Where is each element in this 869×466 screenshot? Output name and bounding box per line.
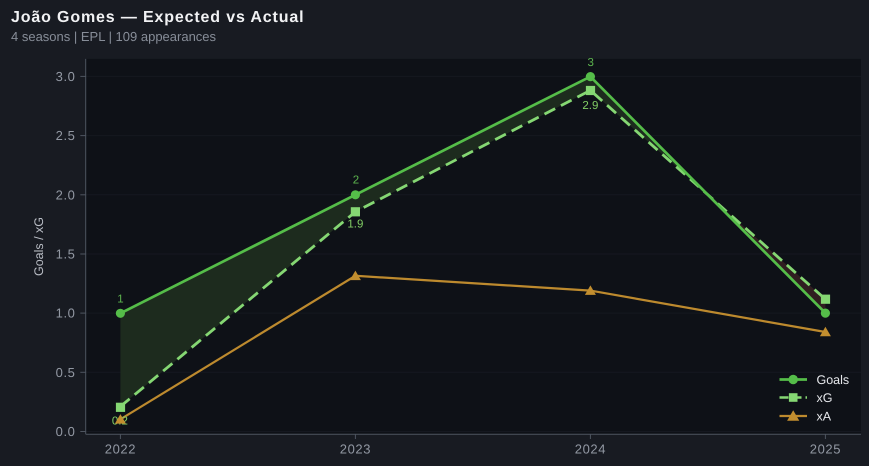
svg-text:Goals / xG: Goals / xG — [32, 217, 46, 276]
svg-text:4 seasons | EPL | 109 appearan: 4 seasons | EPL | 109 appearances — [11, 29, 217, 44]
svg-text:2: 2 — [353, 174, 359, 186]
svg-text:2.0: 2.0 — [56, 187, 76, 202]
svg-text:0.0: 0.0 — [56, 424, 76, 439]
svg-text:2022: 2022 — [105, 442, 136, 457]
svg-text:1.0: 1.0 — [56, 306, 76, 321]
svg-text:3.0: 3.0 — [56, 69, 76, 84]
svg-text:xA: xA — [817, 410, 832, 424]
svg-text:2025: 2025 — [810, 442, 841, 457]
svg-text:1: 1 — [117, 294, 123, 306]
svg-text:1.5: 1.5 — [56, 247, 76, 262]
svg-text:2024: 2024 — [575, 442, 606, 457]
svg-text:2023: 2023 — [340, 442, 371, 457]
svg-text:xG: xG — [817, 391, 833, 405]
svg-text:Goals: Goals — [817, 373, 850, 387]
svg-text:0.5: 0.5 — [56, 365, 76, 380]
svg-text:2.5: 2.5 — [56, 128, 76, 143]
svg-text:1.9: 1.9 — [347, 219, 363, 231]
svg-text:João Gomes — Expected vs Actua: João Gomes — Expected vs Actual — [11, 9, 304, 26]
svg-text:3: 3 — [587, 57, 593, 69]
svg-text:2.9: 2.9 — [582, 100, 598, 112]
